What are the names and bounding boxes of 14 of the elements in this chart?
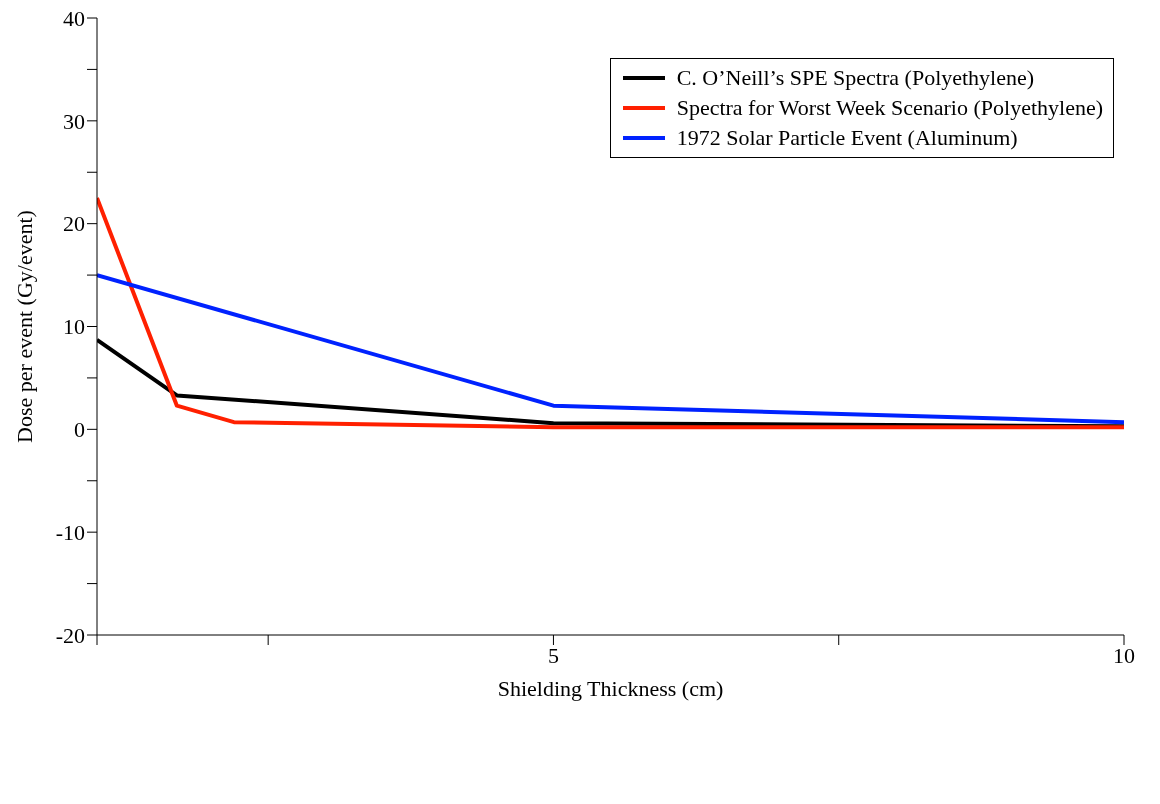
y-tick-label: 20	[63, 211, 85, 237]
x-tick-label: 5	[547, 642, 559, 668]
y-tick-label: -20	[55, 622, 85, 648]
y-tick-label: -10	[55, 519, 85, 545]
y-axis-title: Dose per event (Gy/event)	[11, 210, 37, 443]
legend-label: Spectra for Worst Week Scenario (Polyethylene)	[676, 94, 1103, 122]
y-tick-label: 0	[74, 417, 85, 443]
y-tick-label: 30	[63, 108, 85, 134]
y-tick-label: 10	[63, 314, 85, 340]
x-axis-title: Shielding Thickness (cm)	[497, 676, 724, 701]
legend-label: C. O’Neill’s SPE Spectra (Polyethylene)	[676, 64, 1035, 92]
legend-label: 1972 Solar Particle Event (Aluminum)	[676, 124, 1018, 152]
y-tick-label: 40	[63, 5, 85, 31]
line-series	[97, 195, 1124, 430]
